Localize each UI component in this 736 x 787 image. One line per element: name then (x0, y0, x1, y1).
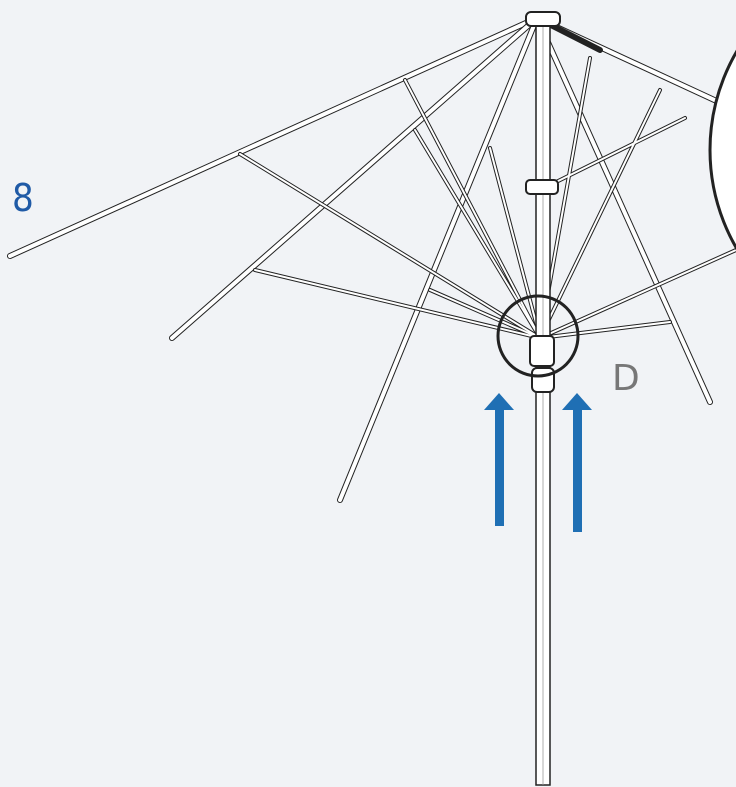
page: 8 D (0, 0, 736, 787)
ribs (10, 18, 736, 500)
step-number: 8 (12, 176, 34, 220)
detail-zoom (710, 0, 736, 345)
callout-label: D (612, 358, 640, 399)
pole (526, 12, 560, 785)
